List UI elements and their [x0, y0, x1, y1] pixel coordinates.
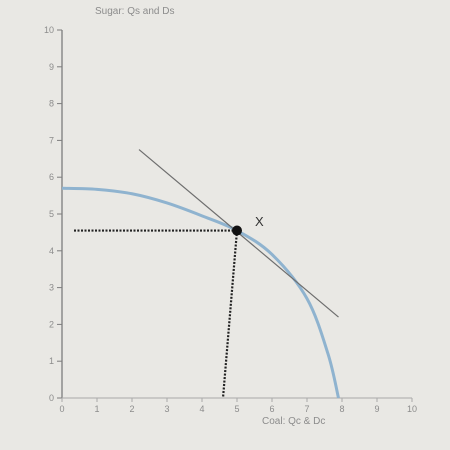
x-tick-label-5: 5 [234, 404, 239, 414]
x-axis-title: Coal: Qc & Dc [262, 416, 325, 427]
x-tick-label-7: 7 [304, 404, 309, 414]
x-tick-label-9: 9 [374, 404, 379, 414]
y-tick-label-10: 10 [44, 25, 54, 35]
y-tick-label-7: 7 [49, 135, 54, 145]
y-tick-label-0: 0 [49, 393, 54, 403]
x-tick-label-10: 10 [407, 404, 417, 414]
x-tick-label-1: 1 [94, 404, 99, 414]
x-tick-label-3: 3 [164, 404, 169, 414]
y-tick-label-8: 8 [49, 99, 54, 109]
y-tick-label-1: 1 [49, 356, 54, 366]
y-tick-label-6: 6 [49, 172, 54, 182]
x-tick-label-4: 4 [199, 404, 204, 414]
x-tick-label-0: 0 [59, 404, 64, 414]
y-axis-title: Sugar: Qs and Ds [95, 6, 174, 17]
x-tick-label-8: 8 [339, 404, 344, 414]
y-tick-label-9: 9 [49, 62, 54, 72]
y-tick-label-5: 5 [49, 209, 54, 219]
x-tick-label-2: 2 [129, 404, 134, 414]
y-tick-label-2: 2 [49, 319, 54, 329]
y-tick-label-3: 3 [49, 283, 54, 293]
x-tick-label-6: 6 [269, 404, 274, 414]
y-tick-label-4: 4 [49, 246, 54, 256]
ppf-curve [61, 186, 340, 399]
point-x-marker [232, 225, 242, 236]
point-x-label: X [255, 214, 264, 229]
guide-vertical [221, 230, 239, 399]
